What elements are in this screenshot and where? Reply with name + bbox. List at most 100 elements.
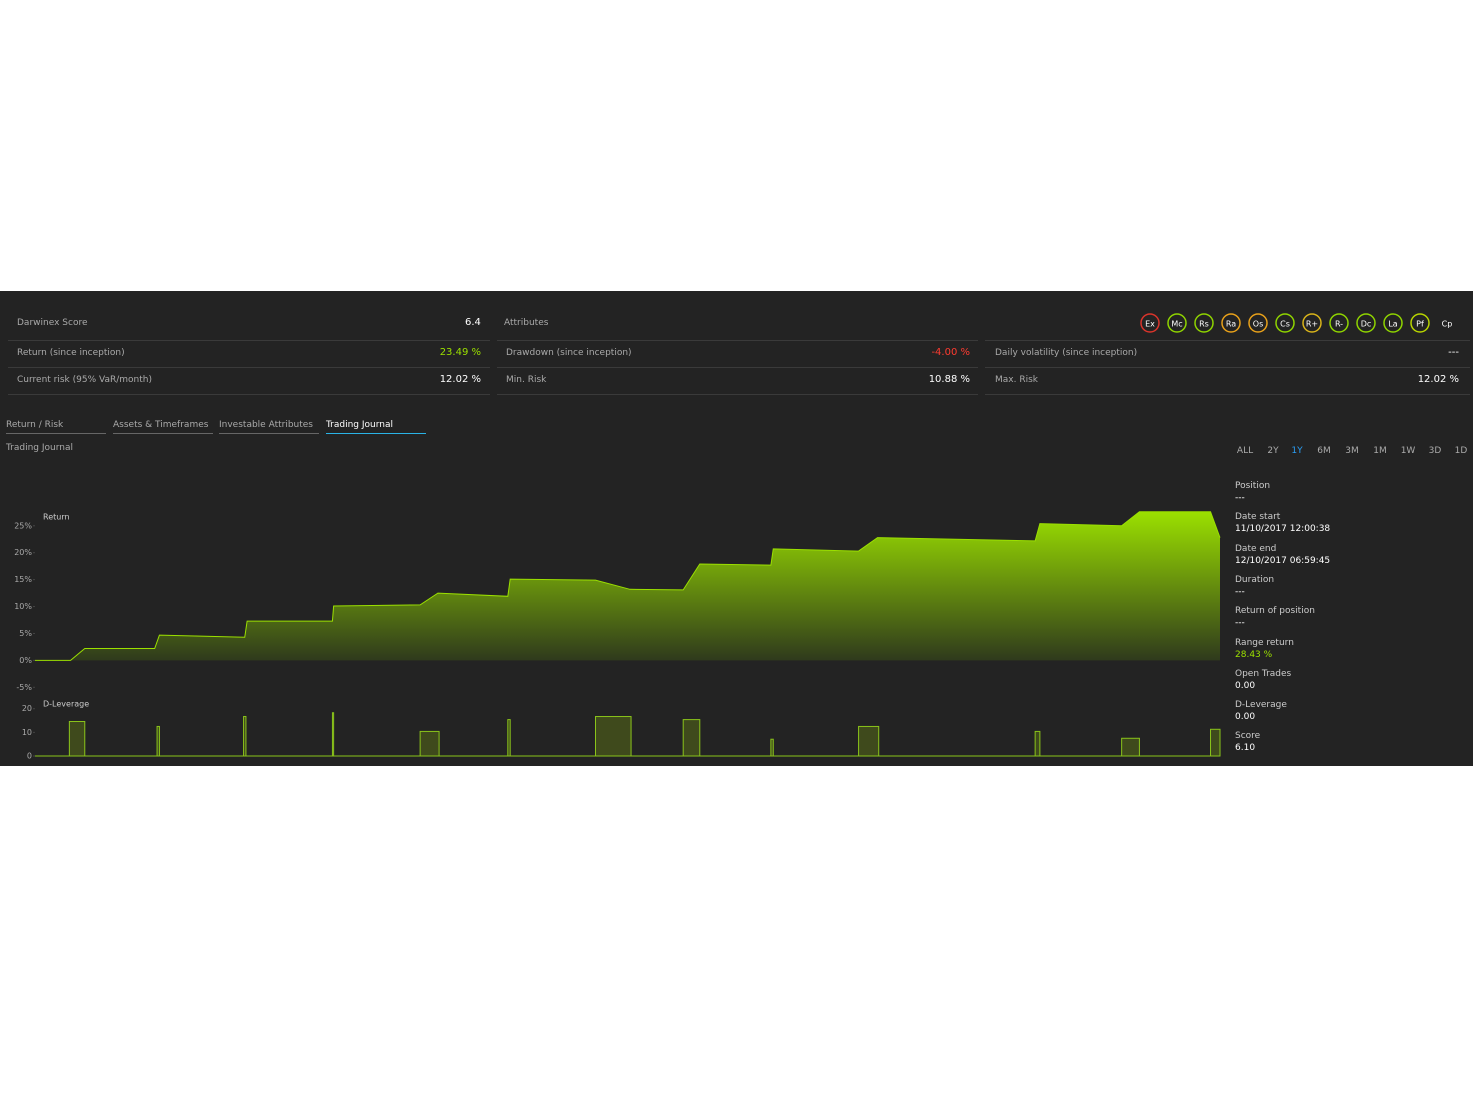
info-value: --- bbox=[1235, 493, 1245, 503]
stat-label: Drawdown (since inception) bbox=[506, 348, 632, 358]
leverage-bar bbox=[1034, 730, 1041, 757]
stat-label: Min. Risk bbox=[506, 375, 547, 385]
info-value: 12/10/2017 06:59:45 bbox=[1235, 555, 1331, 566]
leverage-bar bbox=[68, 720, 86, 757]
stat-label: Return (since inception) bbox=[17, 348, 125, 358]
y-tick-label: -5% bbox=[16, 683, 32, 692]
attribute-ring bbox=[1329, 313, 1349, 333]
attribute-label: Mc bbox=[1171, 320, 1182, 329]
info-label: Date end bbox=[1235, 543, 1277, 554]
range-button[interactable]: 2Y bbox=[1267, 446, 1279, 456]
y-tick-label: 0% bbox=[19, 656, 32, 665]
info-label: D-Leverage bbox=[1235, 700, 1287, 711]
leverage-bar bbox=[1210, 728, 1221, 757]
range-button[interactable]: ALL bbox=[1236, 446, 1254, 456]
row-divider bbox=[497, 394, 978, 395]
y-tick-label: 15% bbox=[14, 575, 32, 584]
tab[interactable]: Assets & Timeframes bbox=[113, 420, 213, 434]
y-tick-label: 20 bbox=[22, 704, 32, 713]
attribute-label: La bbox=[1388, 320, 1397, 329]
tab[interactable]: Return / Risk bbox=[6, 420, 106, 434]
attribute-label: Ex bbox=[1145, 320, 1155, 329]
info-label: Score bbox=[1235, 731, 1261, 742]
tab[interactable]: Investable Attributes bbox=[219, 420, 319, 434]
row-divider bbox=[985, 367, 1470, 368]
row-divider bbox=[985, 394, 1470, 395]
attribute-ring bbox=[1140, 313, 1160, 333]
leverage-bar bbox=[156, 725, 160, 757]
attribute-label: Rs bbox=[1199, 320, 1209, 329]
attribute-ring bbox=[1248, 313, 1268, 333]
leverage-bar bbox=[770, 738, 774, 757]
leverage-bar bbox=[858, 725, 880, 757]
attribute-ring bbox=[1410, 313, 1430, 333]
section-title: Trading Journal bbox=[6, 443, 74, 453]
return-area bbox=[35, 511, 1220, 661]
chart-title: Return bbox=[43, 513, 70, 522]
attribute-ring bbox=[1275, 313, 1295, 333]
attribute-label: Dc bbox=[1361, 320, 1372, 329]
stat-value: 23.49 % bbox=[439, 347, 481, 358]
attribute-label: Pf bbox=[1416, 320, 1424, 329]
leverage-bar bbox=[243, 716, 247, 757]
y-tick-label: 0 bbox=[27, 752, 32, 761]
info-label: Return of position bbox=[1235, 606, 1315, 617]
return-line bbox=[35, 511, 1221, 661]
info-label: Date start bbox=[1235, 512, 1281, 523]
range-button[interactable]: 1M bbox=[1373, 446, 1387, 456]
range-button[interactable]: 3M bbox=[1345, 446, 1359, 456]
info-label: Open Trades bbox=[1235, 668, 1292, 679]
row-divider bbox=[985, 340, 1470, 341]
info-label: Range return bbox=[1235, 637, 1294, 648]
row-divider bbox=[8, 340, 490, 341]
info-value: 0.00 bbox=[1235, 680, 1256, 691]
attribute-ring bbox=[1194, 313, 1214, 333]
stat-value: 12.02 % bbox=[1417, 374, 1459, 385]
attribute-label: Cp bbox=[1442, 320, 1453, 329]
charts: Ex Mc Rs Ra Os Cs R+ R- Dc La Pf Cp -5% 0% 5% 10% 15% 20%… bbox=[14, 313, 1453, 761]
info-label: Duration bbox=[1235, 574, 1275, 585]
row-divider bbox=[497, 340, 978, 341]
stat-value: 10.88 % bbox=[928, 374, 970, 385]
y-tick-label: 5% bbox=[19, 629, 32, 638]
range-button[interactable]: 1W bbox=[1400, 446, 1416, 456]
leverage-bar bbox=[682, 719, 701, 757]
attribute-label: Os bbox=[1253, 320, 1263, 329]
attribute-label: R- bbox=[1335, 320, 1343, 329]
chart-title: D-Leverage bbox=[43, 700, 89, 709]
attribute-ring bbox=[1302, 313, 1322, 333]
tab[interactable]: Trading Journal bbox=[326, 420, 426, 434]
y-tick-label: 25% bbox=[14, 521, 32, 530]
stat-value: -4.00 % bbox=[931, 347, 970, 358]
stat-label: Attributes bbox=[504, 318, 549, 328]
leverage-bar bbox=[331, 712, 335, 757]
attribute-label: Cs bbox=[1280, 320, 1290, 329]
info-value: 11/10/2017 12:00:38 bbox=[1235, 524, 1331, 535]
stat-label: Darwinex Score bbox=[17, 318, 88, 328]
range-button[interactable]: 1D bbox=[1454, 446, 1468, 456]
stat-label: Max. Risk bbox=[995, 375, 1038, 385]
attribute-ring bbox=[1383, 313, 1403, 333]
range-button[interactable]: 6M bbox=[1317, 446, 1331, 456]
attribute-ring bbox=[1167, 313, 1187, 333]
panel bbox=[0, 291, 1473, 766]
range-button[interactable]: 3D bbox=[1428, 446, 1442, 456]
stat-value: 6.4 bbox=[465, 317, 481, 328]
leverage-bar bbox=[419, 730, 440, 757]
attribute-label: Ra bbox=[1226, 320, 1236, 329]
leverage-bar bbox=[595, 716, 632, 757]
attribute-ring bbox=[1221, 313, 1241, 333]
info-label: Position bbox=[1235, 481, 1271, 491]
row-divider bbox=[8, 367, 490, 368]
info-value: 28.43 % bbox=[1235, 649, 1273, 660]
y-tick-label: 20% bbox=[14, 548, 32, 557]
row-divider bbox=[8, 394, 490, 395]
stat-label: Daily volatility (since inception) bbox=[995, 348, 1138, 358]
y-tick-label: 10% bbox=[14, 602, 32, 611]
stat-value: --- bbox=[1448, 347, 1459, 358]
stat-value: 12.02 % bbox=[439, 374, 481, 385]
row-divider bbox=[497, 367, 978, 368]
range-button[interactable]: 1Y bbox=[1291, 446, 1303, 456]
y-tick-label: 10 bbox=[22, 728, 32, 737]
